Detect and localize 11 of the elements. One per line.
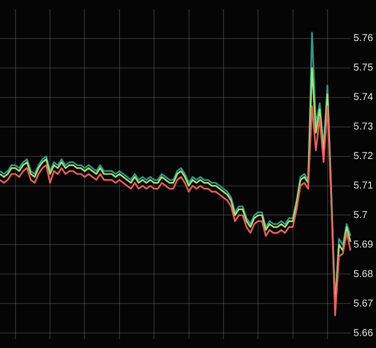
y-tick-label: 5.7: [354, 210, 368, 221]
y-tick-label: 5.67: [354, 298, 374, 310]
y-tick-label: 5.71: [354, 180, 374, 192]
y-tick-label: 5.68: [354, 268, 374, 280]
y-tick-label: 5.72: [354, 151, 374, 162]
y-tick-label: 5.74: [354, 92, 374, 104]
y-tick-label: 5.69: [354, 239, 374, 250]
y-tick-label: 5.73: [354, 122, 374, 133]
y-tick-label: 5.76: [354, 33, 374, 44]
y-tick-label: 5.66: [354, 328, 374, 339]
y-tick-label: 5.75: [354, 62, 374, 74]
